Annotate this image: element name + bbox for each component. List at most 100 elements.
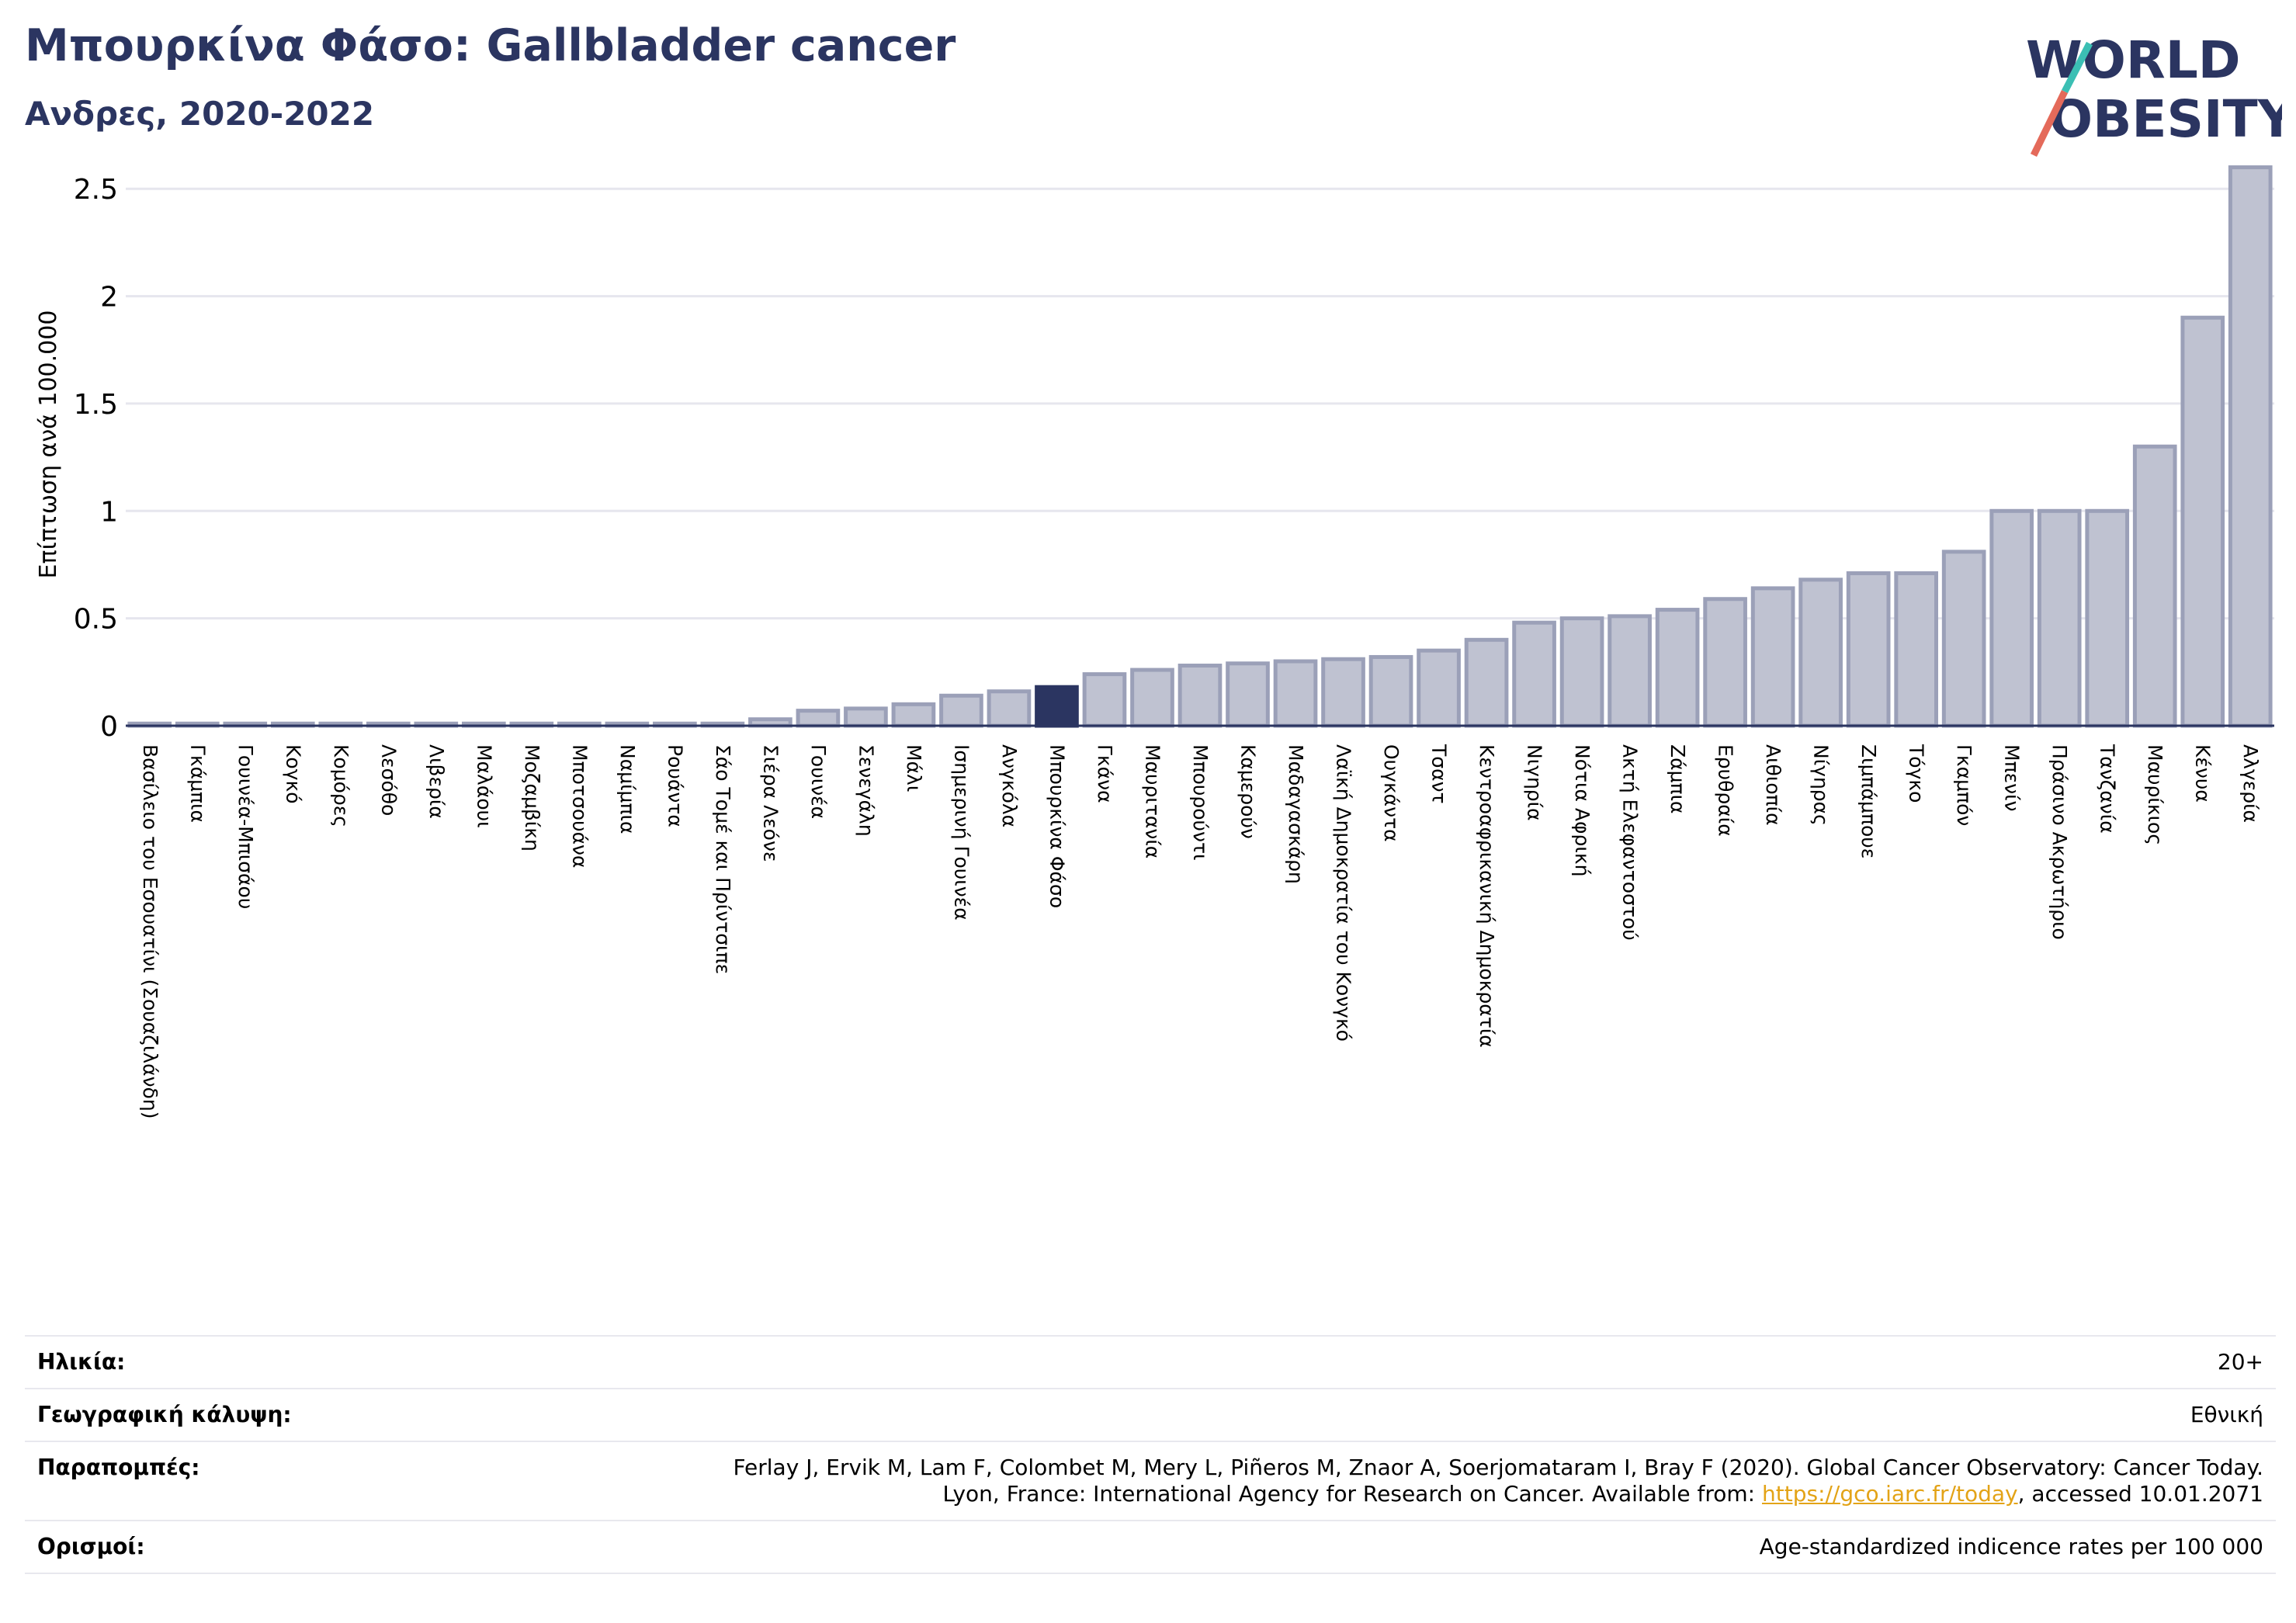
bar — [1894, 571, 1939, 728]
x-tick-label: Αλγερία — [2239, 744, 2262, 823]
x-tick-label: Σενεγάλη — [855, 744, 877, 837]
x-tick-label: Ερυθραία — [1715, 744, 1737, 837]
footer-row-references: Παραπομπές: Ferlay J, Ervik M, Lam F, Co… — [25, 1441, 2276, 1520]
x-tick-label: Ρουάντα — [664, 744, 686, 827]
footer-table: Ηλικία: 20+ Γεωγραφική κάλυψη: Εθνική Πα… — [25, 1335, 2276, 1574]
x-tick-label: Γουινέα — [807, 744, 830, 819]
x-tick-label: Λιβερία — [425, 744, 448, 819]
bar — [2228, 165, 2273, 728]
x-tick-label: Ακτή Ελεφαντοστού — [1619, 744, 1642, 941]
bar — [2180, 315, 2225, 728]
x-tick-label: Ισημερινή Γουινέα — [950, 744, 973, 921]
bar — [1082, 672, 1127, 728]
bar — [1273, 659, 1318, 728]
x-tick-label: Μπουρούντι — [1189, 744, 1212, 861]
bar — [1798, 577, 1843, 728]
bar — [1703, 597, 1747, 728]
x-tick-label: Ζιμπάμπουε — [1857, 744, 1880, 858]
x-tick-label: Ζάμπια — [1667, 744, 1689, 814]
y-tick-label: 2 — [100, 282, 118, 314]
x-labels: Βασίλειο του Εσουατίνι (Σουαζιλάνδη) Γκάμ… — [139, 744, 2262, 1118]
x-tick-label: Γουινέα-Μπισάου — [234, 744, 257, 909]
footer-row-definitions: Ορισμοί: Age-standardized indicence rate… — [25, 1520, 2276, 1574]
bar — [987, 689, 1032, 728]
x-tick-label: Καμερούν — [1237, 744, 1260, 839]
x-tick-label: Μποτσουάνα — [568, 744, 591, 869]
x-tick-label: Σάο Τομέ και Πρίντσιπε — [712, 744, 734, 974]
bar — [1655, 608, 1700, 728]
bar — [2132, 444, 2177, 728]
x-tick-label: Πράσινο Ακρωτήριο — [2048, 744, 2071, 940]
bar — [1130, 668, 1174, 728]
x-tick-label: Λεσόθο — [377, 744, 400, 816]
bar — [1989, 508, 2034, 728]
world-obesity-logo: WORLD OBESITY — [2026, 30, 2282, 157]
definitions-label: Ορισμοί: — [37, 1534, 145, 1559]
x-tick-label: Νίγηρας — [1810, 744, 1833, 826]
references-line-2: Lyon, France: International Agency for R… — [942, 1481, 1762, 1507]
bar — [1368, 654, 1413, 728]
x-tick-label: Μπουρκίνα Φάσο — [1046, 744, 1068, 908]
x-tick-label: Μάλι — [903, 744, 925, 792]
x-tick-label: Ανγκόλα — [998, 744, 1021, 827]
bar — [1177, 664, 1223, 728]
bar — [1464, 637, 1509, 728]
bars — [127, 165, 2273, 728]
x-tick-label: Νότια Αφρική — [1571, 744, 1594, 876]
y-tick-label: 1.5 — [74, 389, 118, 421]
x-tick-label: Νιγηρία — [1524, 744, 1546, 821]
x-tick-label: Βασίλειο του Εσουατίνι (Σουαζιλάνδη) — [139, 744, 161, 1118]
references-value: Ferlay J, Ervik M, Lam F, Colombet M, Me… — [733, 1455, 2263, 1507]
x-tick-label: Μοζαμβίκη — [521, 744, 543, 851]
y-tick-label: 0.5 — [74, 604, 118, 636]
x-tick-label: Τόγκο — [1906, 744, 1928, 803]
footer-row-coverage: Γεωγραφική κάλυψη: Εθνική — [25, 1388, 2276, 1441]
bar — [1846, 571, 1891, 728]
bar — [891, 702, 936, 728]
x-tick-label: Λαϊκή Δημοκρατία του Κονγκό — [1333, 744, 1355, 1042]
y-tick-label: 2.5 — [74, 174, 118, 206]
chart-subtitle: Ανδρες, 2020-2022 — [25, 95, 375, 133]
age-label: Ηλικία: — [37, 1349, 126, 1375]
x-tick-label: Τανζανία — [2097, 744, 2119, 834]
age-value: 20+ — [2217, 1349, 2263, 1375]
bar — [2037, 508, 2082, 728]
footer-row-age: Ηλικία: 20+ — [25, 1335, 2276, 1388]
y-tick-label: 1 — [100, 496, 118, 528]
logo-slash-teal — [2062, 41, 2093, 94]
references-line-1: Ferlay J, Ervik M, Lam F, Colombet M, Me… — [733, 1455, 2263, 1480]
x-tick-label: Ναμίμπια — [616, 744, 639, 834]
x-tick-label: Αιθιοπία — [1762, 744, 1784, 826]
x-tick-label: Κένυα — [2192, 744, 2214, 803]
y-ticks: 0 0.5 1 1.5 2 2.5 — [74, 174, 118, 743]
bar — [1608, 614, 1652, 728]
bar — [2085, 508, 2130, 728]
bar — [844, 706, 888, 728]
x-tick-label: Μαλάουι — [473, 744, 495, 828]
x-tick-label: Μαδαγασκάρη — [1285, 744, 1307, 884]
bar — [796, 709, 841, 728]
references-accessed: , accessed 10.01.2071 — [2017, 1481, 2263, 1507]
x-tick-label: Γκαμπόν — [1953, 744, 1975, 826]
x-tick-label: Κογκό — [282, 744, 304, 804]
coverage-label: Γεωγραφική κάλυψη: — [37, 1402, 292, 1427]
y-axis-title: Επίπτωση ανά 100.000 — [35, 310, 62, 579]
x-tick-label: Κομόρες — [330, 744, 352, 827]
references-label: Παραπομπές: — [37, 1455, 200, 1480]
bar — [1559, 616, 1604, 728]
x-tick-label: Κεντροαφρικανική Δημοκρατία — [1476, 744, 1498, 1048]
x-tick-label: Τσαντ — [1428, 744, 1451, 804]
logo-word-1: WORLD — [2026, 30, 2241, 90]
x-tick-label: Γκάμπια — [186, 744, 209, 823]
references-link[interactable]: https://gco.iarc.fr/today — [1762, 1481, 2018, 1507]
bar — [1321, 657, 1365, 728]
bar — [939, 693, 983, 728]
bar — [1512, 620, 1556, 728]
logo-word-2: OBESITY — [2049, 89, 2282, 149]
bar — [1941, 550, 1986, 728]
bar — [1226, 661, 1270, 728]
bar — [1750, 586, 1795, 728]
x-tick-label: Μαυρίκιος — [2144, 744, 2166, 845]
x-tick-label: Μαυριτανία — [1141, 744, 1164, 858]
x-tick-label: Γκάνα — [1094, 744, 1116, 803]
